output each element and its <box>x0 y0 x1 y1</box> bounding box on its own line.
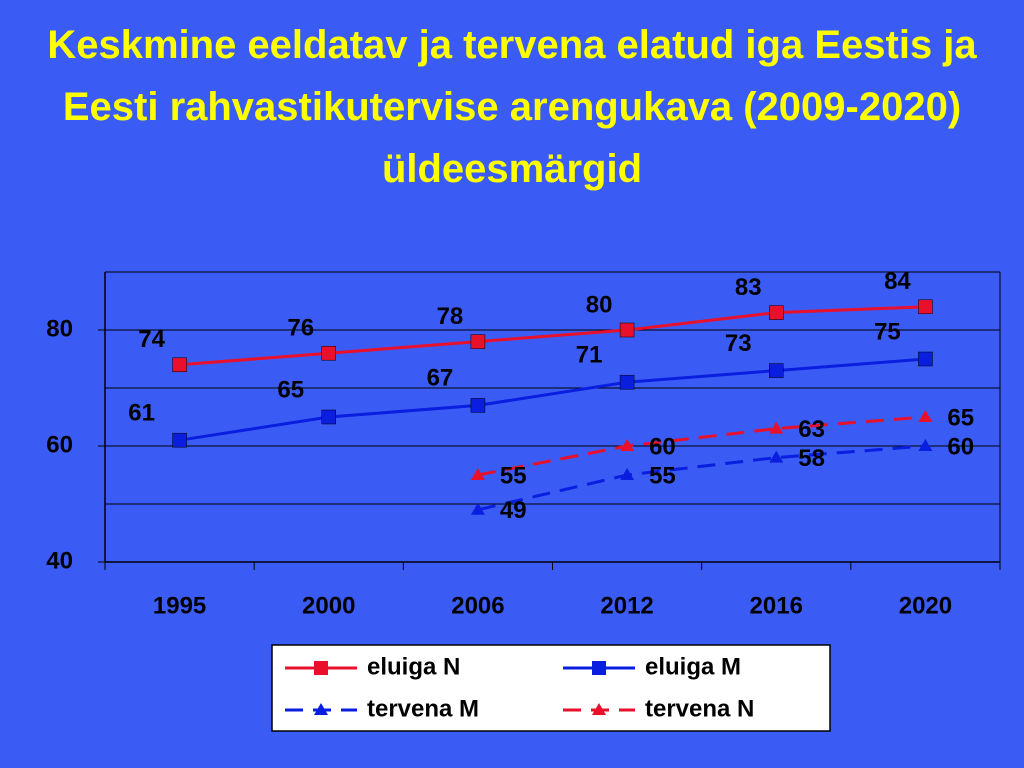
marker <box>918 351 933 367</box>
data-label: 65 <box>277 376 304 403</box>
x-tick-label: 2012 <box>600 592 653 619</box>
marker <box>619 374 635 390</box>
marker <box>918 439 933 451</box>
y-tick-label: 40 <box>46 547 73 574</box>
marker <box>470 334 486 349</box>
marker <box>470 502 485 515</box>
marker <box>620 439 635 451</box>
data-label: 49 <box>500 497 527 524</box>
data-label: 63 <box>798 416 825 443</box>
series-line <box>179 357 926 442</box>
series-line <box>477 415 926 477</box>
x-tick-label: 1995 <box>153 592 206 619</box>
chart-title: Keskmine eeldatav ja tervena elatud iga … <box>47 23 977 191</box>
legend-marker <box>314 661 328 675</box>
x-tick-label: 2016 <box>750 592 803 619</box>
legend-label: eluiga N <box>367 653 460 680</box>
data-label: 55 <box>500 462 527 489</box>
data-label: 84 <box>884 268 911 295</box>
marker <box>619 322 635 338</box>
marker <box>470 398 486 413</box>
data-label: 75 <box>874 318 901 345</box>
plot-area <box>105 272 1000 562</box>
marker <box>918 299 933 315</box>
data-label: 60 <box>947 433 974 460</box>
data-label: 58 <box>798 445 825 472</box>
marker <box>321 345 336 361</box>
marker <box>620 468 635 480</box>
data-label: 83 <box>735 274 762 301</box>
data-label: 71 <box>576 342 603 369</box>
series-line <box>477 444 926 512</box>
data-label: 74 <box>138 326 165 353</box>
marker <box>769 363 784 378</box>
marker <box>172 357 187 373</box>
data-label: 73 <box>725 330 752 357</box>
legend-marker <box>592 703 606 715</box>
marker <box>172 432 187 448</box>
marker <box>470 468 485 480</box>
data-label: 55 <box>649 462 676 489</box>
legend-label: eluiga M <box>645 653 741 680</box>
x-tick-label: 2020 <box>899 592 952 619</box>
data-label: 67 <box>427 365 454 392</box>
legend-label: tervena N <box>645 695 754 722</box>
data-label: 61 <box>128 400 155 427</box>
marker <box>769 421 784 434</box>
x-tick-label: 2000 <box>302 592 355 619</box>
data-label: 65 <box>947 404 974 431</box>
marker <box>769 305 784 320</box>
series-line <box>179 305 926 367</box>
data-label: 60 <box>649 433 676 460</box>
legend-marker <box>592 661 606 675</box>
marker <box>321 409 336 425</box>
x-tick-label: 2006 <box>451 592 504 619</box>
marker <box>769 450 784 463</box>
data-label: 78 <box>437 303 464 330</box>
data-label: 76 <box>287 315 314 342</box>
marker <box>918 410 933 422</box>
y-tick-label: 80 <box>46 315 73 342</box>
y-tick-label: 60 <box>46 431 73 458</box>
legend-box <box>271 644 831 732</box>
data-label: 80 <box>586 291 613 318</box>
legend-label: tervena M <box>367 695 479 722</box>
legend-marker <box>314 703 328 715</box>
